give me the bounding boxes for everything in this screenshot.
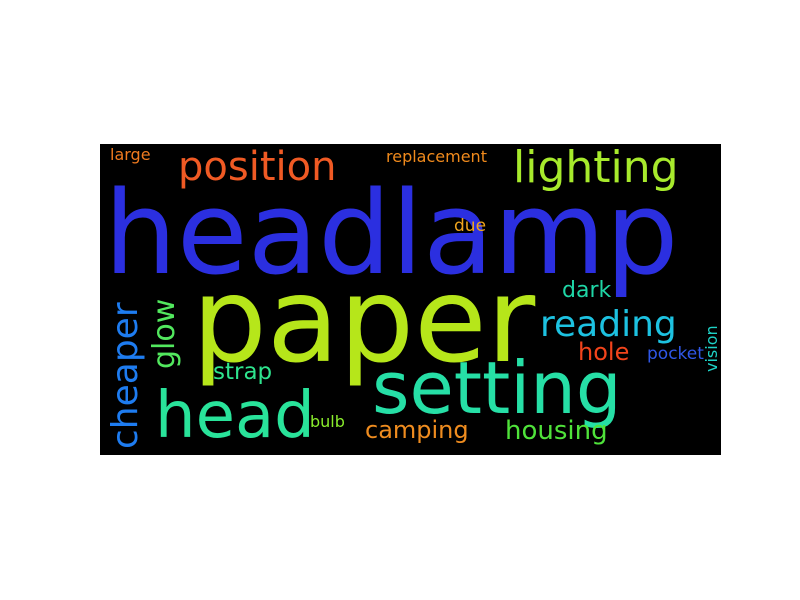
- word-setting: setting: [372, 346, 622, 430]
- word-hole: hole: [578, 338, 630, 366]
- word-dark: dark: [562, 278, 612, 303]
- word-strap: strap: [213, 359, 273, 385]
- word-head: head: [155, 379, 315, 453]
- word-reading: reading: [540, 304, 677, 345]
- word-large: large: [110, 145, 151, 164]
- word-camping: camping: [365, 416, 469, 444]
- word-cloud: headlamp paper setting head position lig…: [100, 144, 721, 455]
- word-paper: paper: [192, 251, 536, 389]
- word-pocket: pocket: [647, 344, 704, 364]
- word-due: due: [454, 216, 487, 236]
- word-cheaper: cheaper: [105, 302, 146, 449]
- word-headlamp: headlamp: [104, 167, 679, 301]
- word-replacement: replacement: [386, 147, 487, 166]
- word-lighting: lighting: [513, 144, 679, 193]
- word-bulb: bulb: [310, 412, 345, 431]
- word-housing: housing: [505, 416, 608, 446]
- word-position: position: [178, 144, 337, 190]
- word-vision: vision: [702, 325, 721, 372]
- word-glow: glow: [147, 298, 182, 369]
